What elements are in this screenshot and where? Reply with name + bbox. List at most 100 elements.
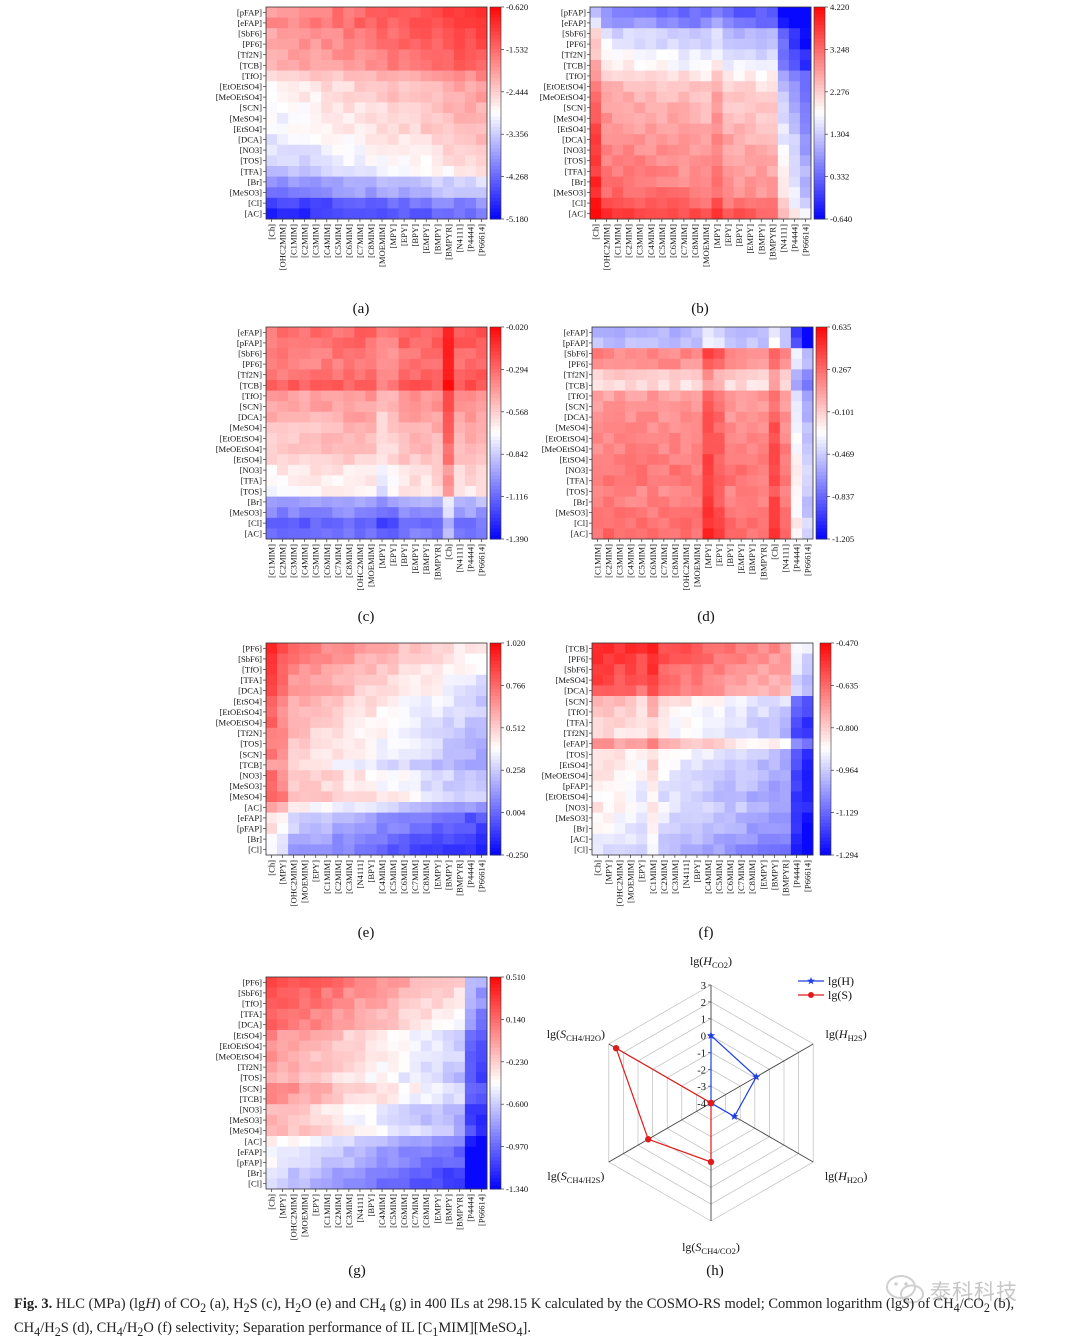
heatmap-cell bbox=[658, 759, 670, 771]
heatmap-cell bbox=[766, 28, 779, 40]
heatmap-cell bbox=[713, 507, 725, 519]
heatmap-cell bbox=[310, 1167, 322, 1179]
heatmap-cell bbox=[310, 7, 322, 18]
heatmap-cell bbox=[288, 1146, 300, 1158]
colorbar-segment bbox=[816, 397, 827, 402]
colorbar-segment bbox=[490, 190, 501, 195]
heatmap-cell bbox=[332, 113, 344, 124]
heatmap-cell bbox=[310, 91, 322, 103]
heatmap-cell bbox=[702, 496, 714, 508]
heatmap-cell bbox=[365, 998, 377, 1010]
heatmap-cell bbox=[634, 187, 646, 199]
colorbar-segment bbox=[820, 802, 831, 807]
heatmap-cell bbox=[746, 411, 759, 423]
heatmap-cell bbox=[464, 348, 477, 360]
heatmap-cell bbox=[614, 348, 626, 360]
col-label: [EPY] bbox=[399, 224, 409, 246]
heatmap-cell bbox=[277, 1030, 289, 1041]
col-label: [C5MIM] bbox=[714, 860, 724, 894]
heatmap-cell bbox=[453, 802, 466, 813]
heatmap-cell bbox=[634, 208, 646, 220]
heatmap-cell bbox=[625, 517, 637, 529]
col-label: [BMPYR] bbox=[758, 544, 768, 580]
heatmap-cell bbox=[724, 454, 737, 466]
heatmap-cell bbox=[420, 1104, 433, 1116]
colorbar-segment bbox=[490, 351, 501, 356]
heatmap-cell bbox=[625, 496, 637, 508]
heatmap-cell bbox=[768, 844, 781, 856]
heatmap-cell bbox=[691, 486, 703, 497]
heatmap-cell bbox=[711, 155, 723, 167]
heatmap-cell bbox=[634, 123, 646, 135]
heatmap-cell bbox=[365, 1104, 377, 1116]
heatmap-cell bbox=[420, 844, 433, 856]
row-label: [TOS] bbox=[566, 486, 588, 496]
heatmap-cell bbox=[612, 49, 624, 61]
heatmap-cell bbox=[453, 1008, 466, 1020]
heatmap-cell bbox=[636, 464, 648, 476]
colorbar-segment bbox=[814, 116, 825, 121]
heatmap-cell bbox=[387, 166, 399, 177]
heatmap-cell bbox=[475, 486, 488, 497]
heatmap-cell bbox=[310, 844, 322, 856]
heatmap-cell bbox=[678, 123, 690, 135]
heatmap-cell bbox=[625, 812, 637, 824]
heatmap-cell bbox=[299, 134, 311, 146]
heatmap-cell bbox=[343, 348, 355, 360]
heatmap-cell bbox=[343, 528, 355, 540]
heatmap-cell bbox=[603, 780, 615, 792]
colorbar-segment bbox=[816, 394, 827, 399]
heatmap-cell bbox=[658, 369, 670, 381]
heatmap-cell bbox=[442, 1008, 455, 1020]
heatmap-cell bbox=[464, 791, 477, 803]
heatmap-cell bbox=[431, 337, 444, 349]
heatmap-cell bbox=[614, 358, 626, 370]
heatmap-cell bbox=[799, 134, 812, 146]
colorbar-segment bbox=[490, 60, 501, 65]
heatmap-cell bbox=[431, 176, 444, 188]
heatmap-cell bbox=[603, 706, 615, 718]
heatmap-cell bbox=[442, 28, 455, 40]
heatmap-cell bbox=[680, 664, 692, 676]
row-label: [PF6] bbox=[242, 39, 262, 49]
colorbar-segment bbox=[490, 643, 501, 648]
row-label: [SCN] bbox=[240, 749, 263, 759]
radar-point bbox=[645, 1136, 652, 1143]
heatmap-cell bbox=[689, 7, 701, 18]
colorbar-segment bbox=[490, 1086, 501, 1091]
colorbar-segment bbox=[490, 681, 501, 686]
heatmap-cell bbox=[790, 507, 803, 519]
heatmap-cell bbox=[464, 1178, 477, 1190]
heatmap-cell bbox=[766, 187, 779, 199]
heatmap-cell bbox=[343, 749, 355, 760]
heatmap-cell bbox=[612, 197, 624, 209]
heatmap-cell bbox=[431, 7, 444, 18]
heatmap-cell bbox=[647, 517, 659, 529]
row-label: [Cl] bbox=[572, 198, 586, 208]
heatmap-cell bbox=[647, 443, 659, 455]
col-label: [C6MIM] bbox=[399, 1194, 409, 1228]
heatmap-cell bbox=[409, 643, 422, 654]
radar-tick-label: -2 bbox=[697, 1065, 706, 1076]
heatmap-cell bbox=[420, 454, 433, 466]
heatmap-cell bbox=[592, 812, 604, 824]
heatmap-cell bbox=[442, 123, 455, 135]
row-label: [SbF6] bbox=[238, 654, 262, 664]
heatmap-cell bbox=[409, 1019, 422, 1031]
heatmap-cell bbox=[603, 369, 615, 381]
row-label: [EtSO4] bbox=[557, 124, 586, 134]
heatmap-cell bbox=[777, 102, 790, 114]
heatmap-cell bbox=[777, 70, 790, 82]
heatmap-cell bbox=[475, 696, 488, 707]
heatmap-cell bbox=[442, 507, 455, 519]
heatmap-cell bbox=[299, 49, 311, 61]
heatmap-cell bbox=[592, 411, 604, 423]
heatmap-cell bbox=[365, 176, 377, 188]
heatmap-cell bbox=[266, 759, 278, 771]
heatmap-cell bbox=[744, 187, 757, 199]
heatmap-cell bbox=[464, 717, 477, 729]
heatmap-cell bbox=[343, 187, 355, 199]
colorbar-segment bbox=[490, 1030, 501, 1035]
heatmap-cell bbox=[387, 496, 399, 508]
colorbar-segment bbox=[816, 330, 827, 335]
